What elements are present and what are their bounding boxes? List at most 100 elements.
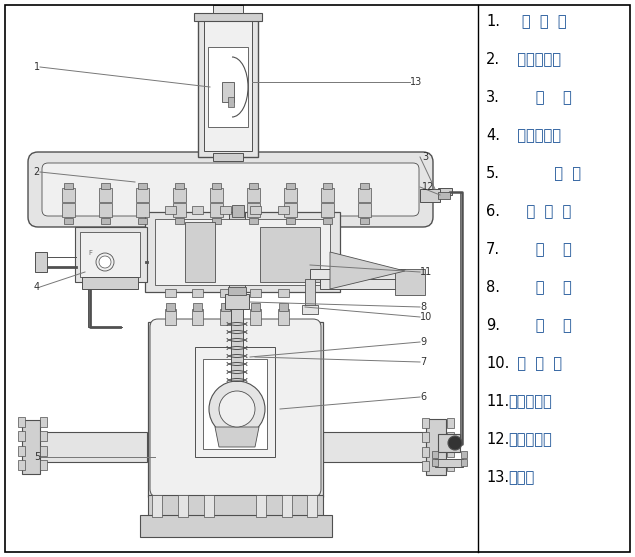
Bar (432, 459, 438, 466)
Bar (323, 183, 332, 189)
Bar (420, 189, 440, 202)
Text: 13.: 13. (486, 470, 509, 485)
Bar (422, 432, 429, 442)
Bar (228, 97, 234, 107)
Bar (185, 222, 215, 282)
Text: F: F (88, 250, 92, 256)
Bar (250, 206, 261, 214)
Bar (260, 227, 320, 282)
Bar (18, 417, 25, 427)
Text: 8.: 8. (486, 280, 500, 295)
Text: 推    杆: 推 杆 (508, 280, 572, 295)
Bar (320, 274, 400, 289)
Text: 指挥器阀芯: 指挥器阀芯 (508, 394, 552, 409)
Bar (290, 432, 428, 462)
Bar (438, 188, 452, 195)
Bar (286, 183, 295, 189)
Bar (213, 5, 243, 13)
Bar (284, 203, 297, 217)
Bar (208, 47, 248, 127)
Text: 1: 1 (34, 62, 40, 72)
Text: 5: 5 (34, 452, 40, 462)
Bar (447, 447, 454, 457)
Text: 11.: 11. (486, 394, 509, 409)
Bar (360, 183, 369, 189)
Bar (192, 289, 203, 297)
Bar (426, 419, 446, 475)
Bar (101, 218, 110, 224)
Bar (152, 495, 162, 517)
Bar (251, 303, 260, 311)
Bar (461, 459, 467, 466)
Text: 主  阀: 主 阀 (508, 166, 581, 181)
Bar (175, 218, 184, 224)
Bar (165, 206, 176, 214)
Bar (221, 303, 230, 311)
Bar (302, 305, 318, 314)
Text: 11: 11 (420, 267, 432, 277)
Bar (99, 188, 112, 202)
Bar (432, 451, 438, 458)
Text: 4.: 4. (486, 128, 500, 143)
Text: 1.: 1. (486, 14, 500, 29)
FancyBboxPatch shape (28, 152, 433, 227)
Bar (178, 495, 188, 517)
Bar (99, 203, 112, 217)
Circle shape (99, 256, 111, 268)
Bar (75, 227, 147, 282)
Text: 7.: 7. (486, 242, 500, 257)
Bar (321, 203, 334, 217)
Bar (18, 460, 25, 470)
Bar (279, 303, 288, 311)
Bar (136, 203, 149, 217)
Bar (220, 309, 231, 325)
Bar (165, 309, 176, 325)
Bar (310, 269, 405, 279)
Text: 8: 8 (420, 302, 426, 312)
Bar (232, 205, 244, 217)
Bar (447, 418, 454, 428)
Bar (212, 183, 221, 189)
Bar (22, 420, 40, 474)
Circle shape (448, 436, 462, 450)
Bar (438, 434, 460, 452)
Circle shape (96, 253, 114, 271)
Bar (307, 495, 317, 517)
Bar (212, 218, 221, 224)
Text: 主弹簧: 主弹簧 (508, 470, 534, 485)
Bar (321, 188, 334, 202)
Bar (278, 289, 289, 297)
Bar (305, 279, 315, 307)
Bar (229, 212, 245, 297)
Bar (435, 459, 463, 467)
Polygon shape (330, 252, 405, 289)
Bar (284, 188, 297, 202)
Text: 10: 10 (420, 312, 432, 322)
Bar (225, 294, 249, 309)
Bar (101, 183, 110, 189)
Bar (155, 219, 330, 285)
Text: 过滤减压器: 过滤减压器 (508, 128, 561, 143)
Bar (358, 188, 371, 202)
Bar (278, 309, 289, 325)
Text: 3: 3 (422, 152, 428, 162)
Bar (204, 495, 214, 517)
Text: 12.: 12. (486, 432, 509, 447)
Text: 2: 2 (34, 167, 40, 177)
Bar (210, 188, 223, 202)
Bar (138, 183, 147, 189)
Bar (140, 515, 332, 537)
FancyBboxPatch shape (150, 319, 321, 497)
Text: 5.: 5. (486, 166, 500, 181)
Bar (18, 446, 25, 456)
Bar (249, 183, 258, 189)
Text: 12: 12 (422, 182, 434, 192)
Bar (40, 417, 47, 427)
Bar (82, 277, 138, 289)
Bar (438, 192, 450, 199)
Bar (198, 17, 258, 157)
FancyBboxPatch shape (42, 163, 419, 216)
Bar (40, 446, 47, 456)
Bar (220, 289, 231, 297)
Text: 节  流  阀: 节 流 阀 (508, 356, 562, 371)
